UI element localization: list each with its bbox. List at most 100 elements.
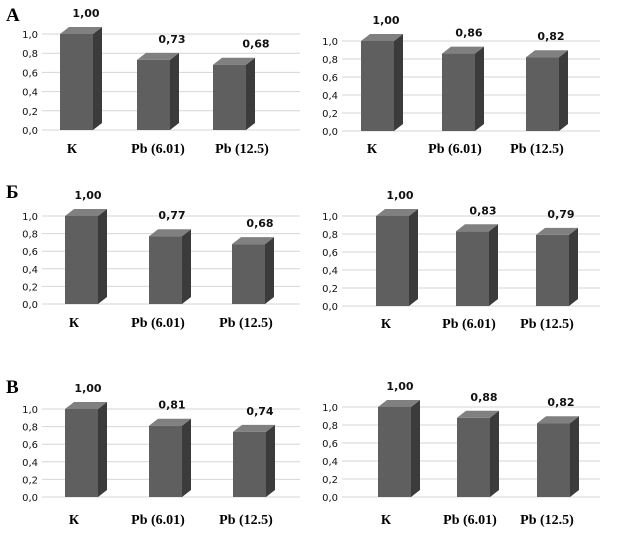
y-tick-label: 1,0 <box>322 37 338 48</box>
y-tick-label: 0,2 <box>22 107 38 118</box>
data-label: 0,81 <box>158 399 185 412</box>
data-label: 0,68 <box>242 38 269 51</box>
category-label: Pb (6.01) <box>443 513 497 528</box>
bar-side <box>409 209 418 306</box>
data-label: 1,00 <box>386 380 413 393</box>
y-tick-label: 1,0 <box>22 30 38 41</box>
y-tick-label: 0,6 <box>22 68 38 79</box>
bar <box>149 425 182 497</box>
bar-side <box>98 209 107 304</box>
category-label: Pb (6.01) <box>131 316 185 331</box>
y-tick-label: 0,4 <box>22 458 38 469</box>
bar-side <box>475 46 484 131</box>
y-tick-label: 0,0 <box>322 302 338 313</box>
data-label: 1,00 <box>74 189 101 202</box>
bar-top <box>149 229 191 237</box>
bar <box>456 231 489 306</box>
y-tick-label: 0,4 <box>322 266 338 277</box>
panel-letter-a: А <box>6 5 20 26</box>
category-label: Pb (6.01) <box>442 317 496 332</box>
bar-top <box>456 224 498 232</box>
bar-top <box>442 46 484 54</box>
y-tick-label: 0,8 <box>22 230 38 241</box>
panel-letter-b: Б <box>6 182 19 203</box>
category-label: Pb (12.5) <box>510 142 564 157</box>
data-label: 1,00 <box>386 189 413 202</box>
y-tick-label: 0,0 <box>322 493 338 504</box>
data-label: 0,74 <box>246 405 273 418</box>
data-label: 0,82 <box>547 396 574 409</box>
category-label: К <box>69 513 80 528</box>
category-label: Pb (12.5) <box>520 317 574 332</box>
bar-side <box>182 229 191 304</box>
y-tick-label: 0,2 <box>22 282 38 293</box>
data-label: 1,00 <box>74 382 101 395</box>
y-tick-label: 0,4 <box>322 91 338 102</box>
bar-top <box>65 209 107 216</box>
bar <box>526 57 559 132</box>
y-tick-label: 0,8 <box>322 55 338 66</box>
category-label: К <box>67 142 78 157</box>
data-label: 1,00 <box>372 14 399 27</box>
bar-top <box>60 27 102 34</box>
bar-side <box>489 224 498 306</box>
y-tick-label: 0,6 <box>322 248 338 259</box>
y-tick-label: 0,2 <box>22 475 38 486</box>
category-label: К <box>69 316 80 331</box>
y-tick-label: 0,0 <box>22 493 38 504</box>
category-label: Pb (12.5) <box>219 316 273 331</box>
category-label: К <box>381 513 392 528</box>
bar-side <box>394 34 403 131</box>
bar-top <box>65 402 107 409</box>
bar-side <box>570 416 579 497</box>
bar-side <box>569 227 578 306</box>
bar <box>60 34 93 130</box>
y-tick-label: 0,6 <box>322 439 338 450</box>
category-label: Pb (12.5) <box>215 142 269 157</box>
bar-top <box>376 209 418 216</box>
y-tick-label: 0,8 <box>22 49 38 60</box>
data-label: 0,77 <box>158 209 185 222</box>
y-tick-label: 0,8 <box>322 421 338 432</box>
bar <box>378 407 411 497</box>
data-label: 0,79 <box>547 208 574 221</box>
bar-top <box>361 34 403 41</box>
y-tick-label: 0,0 <box>22 126 38 137</box>
y-tick-label: 0,2 <box>322 284 338 295</box>
y-tick-label: 0,6 <box>22 247 38 258</box>
y-tick-label: 0,8 <box>22 423 38 434</box>
y-tick-label: 0,4 <box>322 457 338 468</box>
bar <box>537 423 570 497</box>
category-label: Pb (6.01) <box>131 142 185 157</box>
bar-top <box>536 227 578 235</box>
y-tick-label: 1,0 <box>322 212 338 223</box>
y-tick-label: 1,0 <box>322 403 338 414</box>
bar <box>536 234 569 306</box>
y-tick-label: 0,4 <box>22 265 38 276</box>
bar-top <box>149 418 191 426</box>
category-label: К <box>367 142 378 157</box>
y-tick-label: 0,2 <box>322 475 338 486</box>
y-tick-label: 0,0 <box>322 127 338 138</box>
bar <box>149 236 182 304</box>
y-tick-label: 1,0 <box>22 212 38 223</box>
data-label: 0,82 <box>537 30 564 43</box>
bar-top <box>232 237 274 245</box>
bar-top <box>213 57 255 65</box>
category-label: Pb (6.01) <box>428 142 482 157</box>
category-label: Pb (12.5) <box>219 513 273 528</box>
category-label: Pb (12.5) <box>520 513 574 528</box>
data-label: 0,83 <box>469 204 496 217</box>
bar-side <box>265 237 274 304</box>
bar <box>232 244 265 304</box>
bar-top <box>233 424 275 432</box>
bar <box>233 431 266 497</box>
data-label: 0,86 <box>455 27 482 40</box>
bar <box>457 417 490 497</box>
y-tick-label: 0,6 <box>22 440 38 451</box>
bar-top <box>526 50 568 58</box>
y-tick-label: 0,0 <box>22 300 38 311</box>
bar <box>213 64 246 130</box>
bar-side <box>98 402 107 497</box>
